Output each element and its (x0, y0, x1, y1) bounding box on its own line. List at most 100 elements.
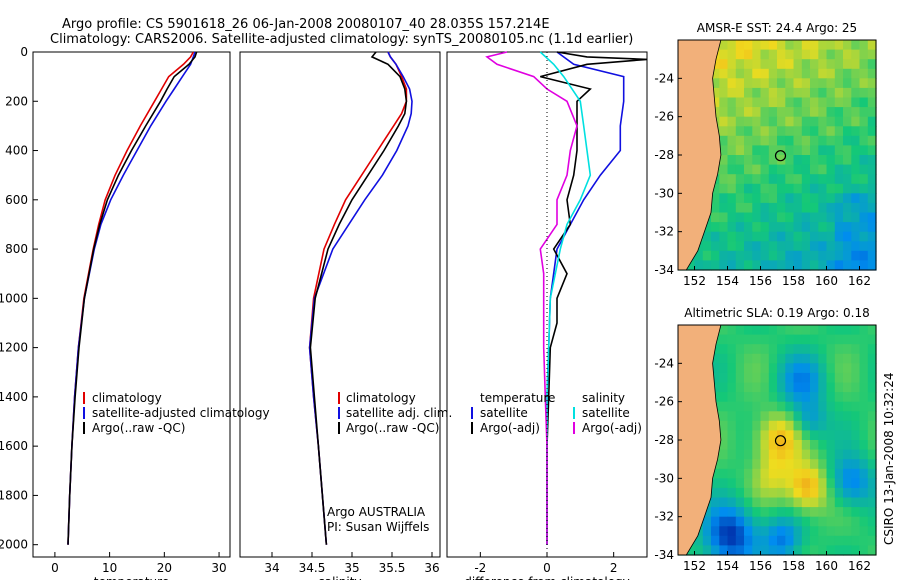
map-cell (793, 87, 803, 99)
x-tick-label: 156 (749, 274, 772, 288)
legend-climatology-label: climatology (92, 391, 162, 405)
map-cell (810, 107, 819, 118)
map-cell (777, 174, 786, 185)
map-cell (801, 202, 811, 214)
map-cell (768, 260, 778, 271)
map-cell (851, 459, 861, 470)
map-cell (834, 392, 844, 403)
map-cell (777, 193, 786, 204)
map-cell (818, 145, 828, 156)
map-cell (760, 59, 770, 70)
map-cell (760, 212, 770, 223)
map-cell (859, 468, 869, 479)
map-cell (735, 174, 745, 185)
map-cell (760, 487, 770, 499)
map-cell (834, 545, 844, 556)
map-cell (859, 487, 869, 499)
map-cell (826, 449, 836, 460)
map-cell (801, 363, 811, 374)
map-cell (793, 401, 803, 412)
map-cell (777, 468, 786, 479)
map-cell (793, 107, 803, 118)
map-cell (785, 468, 795, 479)
map-cell (744, 372, 753, 384)
map-cell (744, 174, 753, 185)
y-tick-label: -32 (654, 225, 674, 239)
map-cell (735, 344, 745, 355)
map-cell (785, 526, 795, 537)
map-cell (727, 420, 737, 431)
map-cell (801, 516, 811, 527)
map-cell (843, 222, 852, 233)
legend-temp-satellite-label: satellite (480, 406, 528, 420)
map-cell (851, 145, 861, 156)
map-cell (826, 545, 836, 556)
map-cell (744, 344, 753, 355)
map-cell (735, 372, 745, 384)
map-cell (785, 325, 795, 336)
map-cell (768, 487, 778, 499)
map-cell (834, 430, 844, 441)
map-cell (801, 535, 811, 546)
map-cell (719, 193, 729, 204)
map-cell (826, 468, 836, 479)
legend-argo-label: Argo(..raw -QC) (92, 421, 185, 435)
map-cell (818, 334, 828, 345)
map-cell (744, 222, 753, 233)
x-tick-label: 30 (211, 561, 226, 575)
map-cell (818, 183, 828, 194)
map-cell (752, 545, 762, 556)
map-cell (859, 155, 869, 166)
map-cell (851, 420, 861, 431)
map-cell (801, 487, 811, 499)
map-cell (801, 68, 811, 79)
map-cell (834, 468, 844, 479)
map-cell (826, 231, 836, 242)
map-cell (801, 353, 811, 364)
map-cell (777, 78, 786, 89)
map-cell (801, 155, 811, 166)
map-cell (867, 449, 877, 460)
map-cell (752, 420, 762, 431)
map-cell (818, 353, 828, 364)
map-cell (818, 116, 828, 127)
x-tick-label: 160 (815, 559, 838, 573)
map-cell (777, 353, 786, 364)
map-cell (785, 440, 795, 451)
map-cell (777, 507, 786, 518)
map-cell (744, 449, 753, 460)
map-cell (768, 516, 778, 527)
map-cell (768, 174, 778, 185)
map-cell (859, 164, 869, 175)
map-cell (744, 155, 753, 166)
map-cell (760, 325, 770, 336)
map-cell (768, 78, 778, 89)
map-cell (843, 202, 852, 214)
map-cell (752, 212, 762, 223)
map-cell (851, 382, 861, 393)
map-cell (760, 344, 770, 355)
legend-climatology-label: climatology (346, 391, 416, 405)
map-cell (744, 59, 753, 70)
map-cell (777, 231, 786, 242)
map-cell (818, 107, 828, 118)
map-cell (719, 260, 729, 271)
map-cell (711, 212, 720, 223)
map-cell (719, 334, 729, 345)
map-cell (768, 241, 778, 252)
map-cell (735, 78, 745, 89)
map-cell (834, 183, 844, 194)
map-cell (744, 145, 753, 156)
map-cell (801, 401, 811, 412)
map-cell (818, 260, 828, 271)
map-cell (801, 449, 811, 460)
map-cell (843, 49, 852, 60)
map-cell (810, 174, 819, 185)
map-cell (851, 68, 861, 79)
map-cell (785, 97, 795, 108)
map-cell (735, 40, 745, 51)
map-cell (777, 97, 786, 108)
map-cell (826, 325, 836, 336)
map-cell (760, 78, 770, 89)
map-cell (818, 478, 828, 489)
